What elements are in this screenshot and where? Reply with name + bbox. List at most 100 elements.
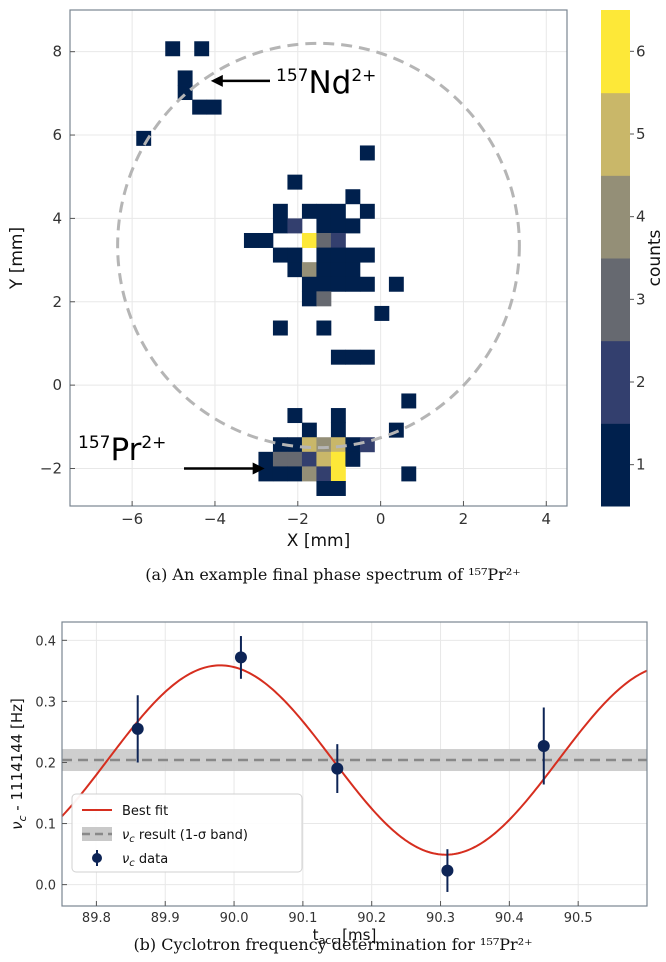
heatmap-cell: [287, 437, 303, 453]
heatmap-cell: [301, 466, 317, 482]
heatmap-y-tick-label: 8: [52, 43, 62, 61]
heatmap-cell: [258, 232, 274, 248]
heatmap-cell: [345, 247, 361, 263]
heatmap-cell: [177, 70, 193, 86]
heatmap-cell: [345, 349, 361, 365]
scatter-panel: 89.8 89.9 90.0 90.1 90.2 90.3 90.4 90.5 0.0 0.1 0.…: [8, 621, 648, 954]
heatmap-cell: [192, 99, 208, 115]
heatmap-cell: [301, 276, 317, 292]
heatmap-frame: [69, 9, 568, 507]
scatter-x-tick-label: 90.3: [426, 911, 455, 926]
heatmap-cell: [287, 218, 303, 234]
heatmap-cell: [359, 247, 375, 263]
legend-box: [71, 793, 303, 873]
scatter-frame: [61, 621, 648, 907]
caption-b: (b) Cyclotron frequency determination fo…: [133, 935, 532, 954]
heatmap-cell: [316, 262, 332, 278]
heatmap-cell: [330, 247, 346, 263]
scatter-x-tick-label: 90.2: [357, 911, 386, 926]
colorbar-tick-label: 5: [636, 125, 646, 143]
legend-label: νc result (1-σ band): [122, 828, 248, 845]
data-point: [234, 651, 247, 664]
heatmap-cell: [359, 203, 375, 219]
heatmap-cell: [206, 99, 222, 115]
heatmap-cell: [345, 437, 361, 453]
heatmap-cell: [330, 232, 346, 248]
scatter-y-tick-label: 0.1: [35, 818, 56, 833]
colorbar-segment: [601, 175, 630, 259]
data-point: [331, 762, 344, 775]
heatmap-y-tick-label: 4: [52, 209, 62, 227]
heatmap-cell: [388, 276, 404, 292]
heatmap-cell: [301, 437, 317, 453]
heatmap-cell: [165, 41, 181, 57]
heatmap-cell: [330, 203, 346, 219]
scatter-x-tick-label: 90.5: [564, 911, 593, 926]
caption-a: (a) An example final phase spectrum of ¹…: [145, 565, 520, 584]
trap-circle: [116, 41, 521, 450]
heatmap-panel: −6 −4 −2 0 2 4 −2 0 2 4 6 8 X [mm] Y [mm] 157Nd2+ 157Pr…: [7, 9, 665, 584]
heatmap-x-tick-label: 2: [459, 510, 469, 528]
heatmap-cell: [330, 437, 346, 453]
heatmap-y-label: Y [mm]: [7, 227, 27, 290]
nd-annotation-arrowhead: [210, 74, 223, 87]
heatmap-cell: [316, 320, 332, 336]
heatmap-cell: [316, 276, 332, 292]
heatmap-cell: [287, 466, 303, 482]
colorbar-tick-label: 1: [636, 456, 646, 474]
colorbar-segment: [601, 92, 630, 176]
heatmap-cell: [301, 232, 317, 248]
heatmap-x-tick-label: 0: [376, 510, 386, 528]
heatmap-cell: [272, 247, 288, 263]
legend-label: νc data: [122, 852, 168, 869]
pr-annotation-arrowhead: [252, 462, 265, 475]
scatter-y-tick-label: 0.4: [35, 634, 56, 649]
scatter-y-tick-label: 0.2: [35, 756, 56, 771]
heatmap-cell: [345, 262, 361, 278]
scatter-x-tick-label: 89.9: [151, 911, 180, 926]
colorbar-tick-label: 6: [636, 42, 646, 60]
heatmap-cell: [330, 480, 346, 496]
heatmap-cell: [330, 262, 346, 278]
data-point: [131, 722, 144, 735]
heatmap-x-tick-label: −4: [204, 510, 226, 528]
heatmap-cell: [401, 393, 417, 409]
scatter-x-tick-label: 90.1: [288, 911, 317, 926]
legend-point-swatch: [92, 853, 102, 863]
heatmap-cell: [345, 276, 361, 292]
scatter-y-tick-label: 0.3: [35, 695, 56, 710]
heatmap-cell: [272, 451, 288, 467]
heatmap-cell: [345, 218, 361, 234]
heatmap-x-label: X [mm]: [287, 531, 350, 551]
heatmap-cell: [258, 451, 274, 467]
scatter-x-label: tacc [ms]: [313, 926, 377, 947]
colorbar-segment: [601, 423, 630, 507]
heatmap-y-tick-label: 0: [52, 376, 62, 394]
heatmap-cell: [287, 262, 303, 278]
heatmap-cell: [316, 451, 332, 467]
colorbar-tick-label: 3: [636, 290, 646, 308]
pr-annotation: 157Pr2+: [78, 432, 166, 468]
heatmap-cell: [330, 276, 346, 292]
heatmap-cell: [287, 174, 303, 190]
scatter-y-tick-label: 0.0: [35, 879, 56, 894]
heatmap-y-tick-label: 2: [52, 293, 62, 311]
heatmap-cell: [316, 247, 332, 263]
heatmap-cell: [374, 305, 390, 321]
colorbar-segment: [601, 340, 630, 424]
heatmap-cell: [316, 480, 332, 496]
heatmap-cell: [316, 232, 332, 248]
best-fit-line: [61, 664, 648, 856]
heatmap-cell: [330, 408, 346, 424]
heatmap-x-tick-label: −2: [287, 510, 309, 528]
heatmap-cell: [330, 451, 346, 467]
heatmap-cell: [194, 41, 210, 57]
heatmap-cell: [316, 203, 332, 219]
heatmap-cell: [316, 437, 332, 453]
heatmap-cell: [359, 145, 375, 161]
heatmap-y-tick-label: 6: [52, 126, 62, 144]
nd-annotation: 157Nd2+: [276, 65, 376, 101]
heatmap-cell: [243, 232, 259, 248]
colorbar-label: counts: [645, 229, 665, 286]
heatmap-cell: [287, 408, 303, 424]
